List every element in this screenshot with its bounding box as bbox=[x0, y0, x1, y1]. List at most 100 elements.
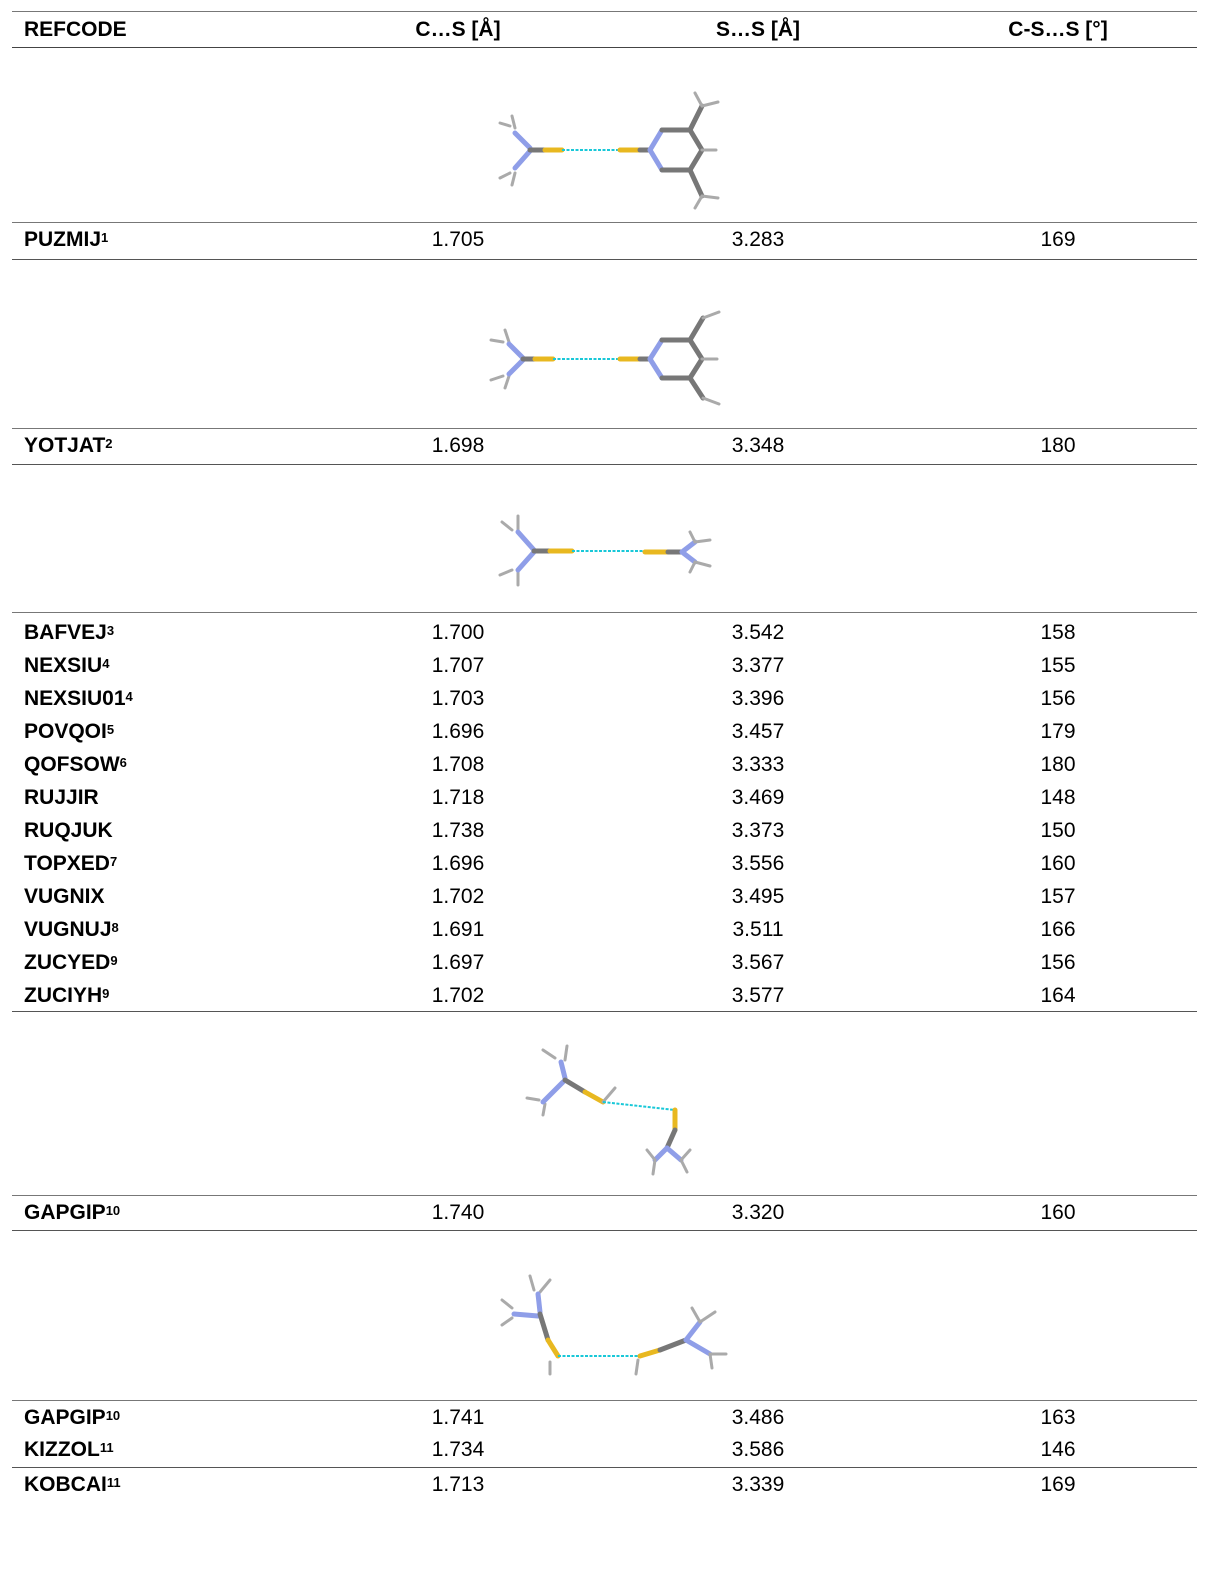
ss-distance: 3.567 bbox=[731, 950, 785, 974]
cs-distance: 1.713 bbox=[431, 1472, 485, 1496]
table-row: KIZZOL 11 1.734 3.586 146 bbox=[12, 1433, 1197, 1466]
css-angle: 160 bbox=[1040, 1200, 1076, 1224]
refcode: KOBCAI bbox=[24, 1472, 107, 1496]
ss-distance: 3.339 bbox=[731, 1472, 785, 1496]
ss-distance: 3.396 bbox=[731, 686, 785, 710]
ss-distance: 3.495 bbox=[731, 884, 785, 908]
header-refcode: REFCODE bbox=[24, 17, 127, 41]
table-header: REFCODE C…S [Å] S…S [Å] C-S…S [°] bbox=[12, 11, 1197, 48]
refcode: TOPXED bbox=[24, 851, 110, 875]
table-row: NEXSIU01 4 1.703 3.396 156 bbox=[12, 682, 1197, 715]
ref-superscript: 1 bbox=[101, 230, 109, 245]
ref-superscript: 11 bbox=[106, 1475, 121, 1490]
refcode: VUGNIX bbox=[24, 884, 105, 908]
divider bbox=[12, 1467, 1197, 1468]
refcode: POVQOI bbox=[24, 719, 107, 743]
table-row: RUJJIR 1.718 3.469 148 bbox=[12, 781, 1197, 814]
divider bbox=[12, 612, 1197, 613]
css-angle: 158 bbox=[1040, 620, 1076, 644]
thiourea-pyrimidinethione-contact-icon bbox=[489, 310, 721, 406]
css-angle: 164 bbox=[1040, 983, 1076, 1007]
css-angle: 169 bbox=[1040, 227, 1076, 251]
cs-distance: 1.696 bbox=[431, 719, 485, 743]
table-row: BAFVEJ 3 1.700 3.542 158 bbox=[12, 616, 1197, 649]
css-angle: 180 bbox=[1040, 433, 1076, 457]
refcode: YOTJAT bbox=[24, 433, 106, 457]
table-row: YOTJAT 2 1.698 3.348 180 bbox=[12, 428, 1197, 462]
refcode: KIZZOL bbox=[24, 1437, 100, 1461]
table-row: TOPXED 7 1.696 3.556 160 bbox=[12, 847, 1197, 880]
ref-superscript: 3 bbox=[106, 623, 115, 638]
cs-distance: 1.700 bbox=[431, 620, 485, 644]
ss-distance: 3.373 bbox=[731, 818, 785, 842]
table-row: GAPGIP 10 1.740 3.320 160 bbox=[12, 1195, 1197, 1229]
ss-distance: 3.283 bbox=[731, 227, 785, 251]
css-angle: 146 bbox=[1040, 1437, 1076, 1461]
css-angle: 148 bbox=[1040, 785, 1076, 809]
divider bbox=[12, 1011, 1197, 1012]
cs-distance: 1.698 bbox=[431, 433, 485, 457]
cs-distance: 1.702 bbox=[431, 983, 485, 1007]
table-row: NEXSIU 4 1.707 3.377 155 bbox=[12, 649, 1197, 682]
ss-distance: 3.320 bbox=[731, 1200, 785, 1224]
table-row: ZUCIYH 9 1.702 3.577 164 bbox=[12, 979, 1197, 1012]
table-row: QOFSOW 6 1.708 3.333 180 bbox=[12, 748, 1197, 781]
refcode: RUJJIR bbox=[24, 785, 99, 809]
ref-superscript: 10 bbox=[105, 1203, 121, 1218]
table-row: ZUCYED 9 1.697 3.567 156 bbox=[12, 946, 1197, 979]
cs-distance: 1.703 bbox=[431, 686, 485, 710]
css-angle: 180 bbox=[1040, 752, 1076, 776]
divider bbox=[12, 1230, 1197, 1231]
thiourea-thiourea-angled-contact-icon bbox=[525, 1044, 692, 1176]
ss-distance: 3.486 bbox=[731, 1405, 785, 1429]
header-cs: C…S [Å] bbox=[415, 17, 501, 41]
ss-distance: 3.457 bbox=[731, 719, 785, 743]
refcode: ZUCIYH bbox=[24, 983, 103, 1007]
css-angle: 157 bbox=[1040, 884, 1076, 908]
thiourea-thiourea-anti-contact-icon bbox=[500, 1274, 728, 1376]
ss-distance: 3.469 bbox=[731, 785, 785, 809]
refcode: GAPGIP bbox=[24, 1200, 106, 1224]
cs-distance: 1.738 bbox=[431, 818, 485, 842]
cs-distance: 1.696 bbox=[431, 851, 485, 875]
cs-distance: 1.718 bbox=[431, 785, 485, 809]
table-row: PUZMIJ 1 1.705 3.283 169 bbox=[12, 222, 1197, 256]
css-angle: 156 bbox=[1040, 686, 1076, 710]
cs-distance: 1.734 bbox=[431, 1437, 485, 1461]
refcode: NEXSIU01 bbox=[24, 686, 126, 710]
ref-superscript: 7 bbox=[109, 854, 118, 869]
ref-superscript: 8 bbox=[111, 920, 119, 935]
cs-distance: 1.705 bbox=[431, 227, 485, 251]
ss-distance: 3.511 bbox=[732, 917, 784, 941]
css-angle: 166 bbox=[1040, 917, 1076, 941]
table-row: RUQJUK 1.738 3.373 150 bbox=[12, 814, 1197, 847]
ref-superscript: 5 bbox=[106, 722, 115, 737]
css-angle: 169 bbox=[1040, 1472, 1076, 1496]
cs-distance: 1.740 bbox=[431, 1200, 485, 1224]
ref-superscript: 6 bbox=[119, 755, 127, 770]
cs-distance: 1.708 bbox=[431, 752, 485, 776]
css-angle: 163 bbox=[1040, 1405, 1076, 1429]
cs-distance: 1.707 bbox=[431, 653, 485, 677]
thiourea-pyrimidinethione-contact-icon bbox=[498, 91, 720, 210]
divider bbox=[12, 464, 1197, 465]
ss-distance: 3.377 bbox=[731, 653, 785, 677]
refcode: VUGNUJ bbox=[24, 917, 112, 941]
cs-distance: 1.702 bbox=[431, 884, 485, 908]
ref-superscript: 2 bbox=[105, 436, 113, 451]
ref-superscript: 4 bbox=[102, 656, 110, 671]
ss-distance: 3.556 bbox=[731, 851, 785, 875]
header-ss: S…S [Å] bbox=[716, 17, 800, 41]
table-row: VUGNIX 1.702 3.495 157 bbox=[12, 880, 1197, 913]
ref-superscript: 4 bbox=[125, 689, 133, 704]
divider bbox=[12, 259, 1197, 260]
table-row: KOBCAI 11 1.713 3.339 169 bbox=[12, 1468, 1197, 1501]
header-angle: C-S…S [°] bbox=[1008, 17, 1108, 41]
css-angle: 150 bbox=[1040, 818, 1076, 842]
ss-distance: 3.542 bbox=[731, 620, 785, 644]
refcode: PUZMIJ bbox=[24, 227, 102, 251]
thiourea-thiourea-linear-contact-icon bbox=[498, 514, 712, 587]
refcode: RUQJUK bbox=[24, 818, 113, 842]
cs-distance: 1.697 bbox=[431, 950, 485, 974]
refcode: NEXSIU bbox=[24, 653, 103, 677]
